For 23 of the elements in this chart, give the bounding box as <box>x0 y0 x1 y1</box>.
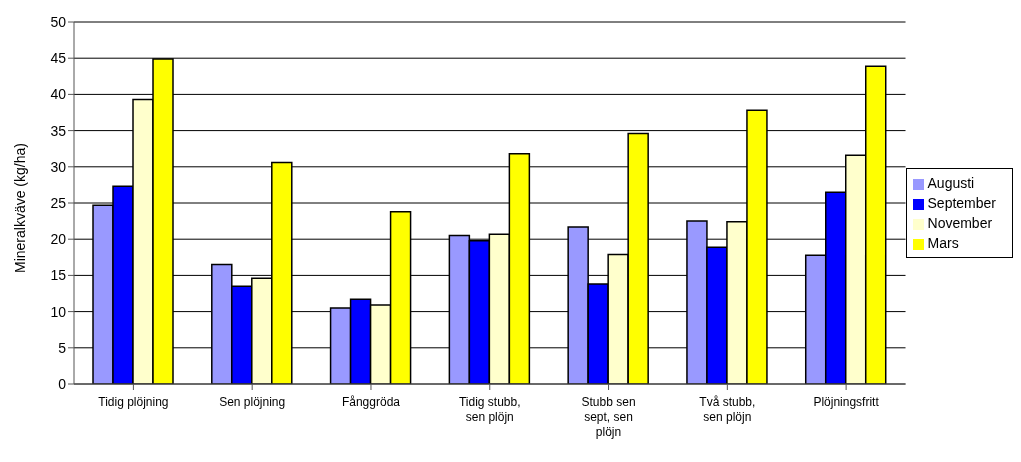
y-axis-title: Mineralkväve (kg/ha) <box>11 143 28 273</box>
y-tick-label: 30 <box>50 158 67 175</box>
y-tick-label: 0 <box>58 375 67 392</box>
x-tick-label: Fånggröda <box>341 395 401 409</box>
y-tick-label: 45 <box>50 50 67 67</box>
legend-label: Augusti <box>927 175 975 191</box>
y-tick-label: 15 <box>50 267 67 284</box>
x-tick-label: Tidig plöjning <box>98 395 169 409</box>
y-tick-label: 25 <box>50 194 67 211</box>
legend-label: November <box>927 215 993 231</box>
y-tick-label: 5 <box>58 339 67 356</box>
y-tick-label: 40 <box>50 86 67 103</box>
y-tick-label: 50 <box>50 13 67 30</box>
x-tick-label: Sen plöjning <box>219 395 286 409</box>
x-tick-label: Tidig stubb, sen plöjn <box>458 395 521 424</box>
y-tick-label: 20 <box>50 231 67 248</box>
legend-label: September <box>927 195 996 211</box>
x-tick-label: Plöjningsfritt <box>813 395 880 409</box>
x-tick-label: Stubb sen sept, sen plöjn <box>581 395 636 439</box>
x-tick-label: Två stubb, sen plöjn <box>699 395 756 424</box>
legend-label: Mars <box>927 235 959 251</box>
y-tick-label: 35 <box>50 122 67 139</box>
y-tick-label: 10 <box>50 303 67 320</box>
